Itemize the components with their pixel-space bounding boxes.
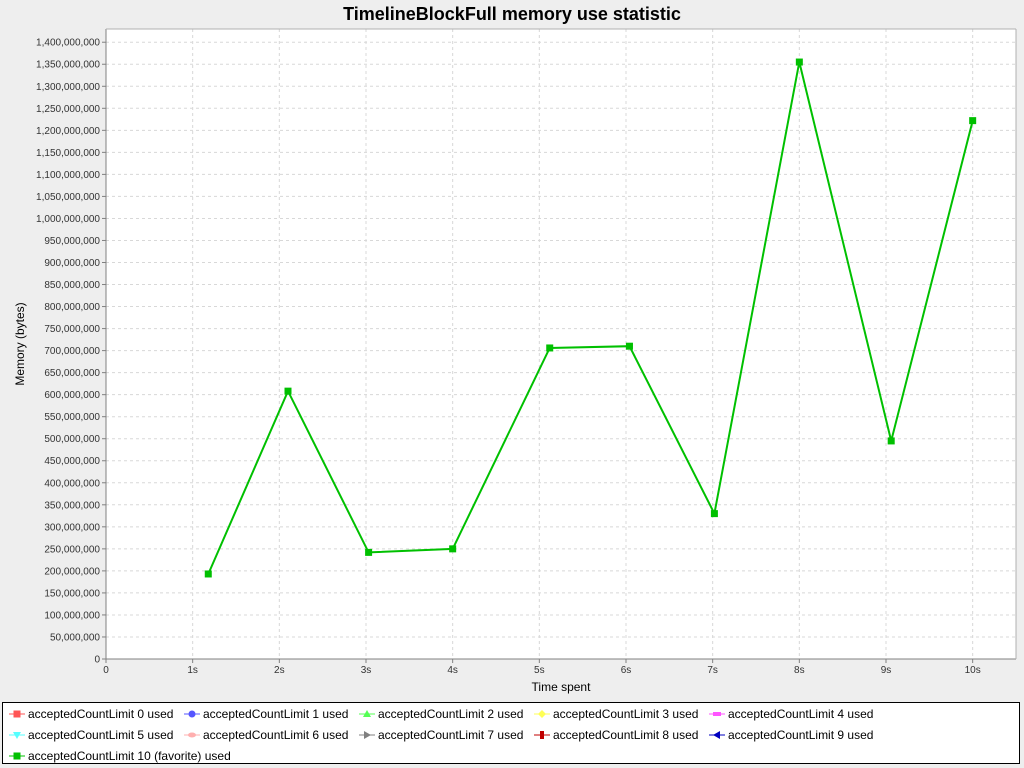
y-tick-label: 0 xyxy=(94,655,100,666)
y-tick-label: 1,000,000,000 xyxy=(36,214,100,225)
y-tick-label: 300,000,000 xyxy=(44,522,100,533)
data-point xyxy=(449,545,457,553)
y-tick-label: 100,000,000 xyxy=(44,610,100,621)
y-tick-label: 1,350,000,000 xyxy=(36,60,100,71)
legend-label: acceptedCountLimit 7 used xyxy=(378,728,524,742)
data-point xyxy=(795,58,803,66)
data-point xyxy=(204,570,212,578)
x-tick-label: 7s xyxy=(707,665,718,676)
y-tick-label: 250,000,000 xyxy=(44,544,100,555)
x-tick-label: 2s xyxy=(274,665,285,676)
data-point xyxy=(546,344,554,352)
y-tick-label: 500,000,000 xyxy=(44,434,100,445)
legend-label: acceptedCountLimit 5 used xyxy=(28,728,174,742)
y-axis-label: Memory (bytes) xyxy=(13,302,27,385)
legend-label: acceptedCountLimit 9 used xyxy=(728,728,874,742)
y-tick-label: 150,000,000 xyxy=(44,588,100,599)
legend-marker-icon xyxy=(359,731,375,739)
x-tick-label: 5s xyxy=(534,665,545,676)
y-tick-label: 350,000,000 xyxy=(44,500,100,511)
data-point xyxy=(284,387,292,395)
legend-label: acceptedCountLimit 10 (favorite) used xyxy=(28,749,231,763)
x-tick-label: 0 xyxy=(103,665,109,676)
legend-marker-icon xyxy=(184,710,200,718)
legend-marker-icon xyxy=(534,710,550,718)
y-tick-label: 600,000,000 xyxy=(44,390,100,401)
y-tick-label: 1,100,000,000 xyxy=(36,170,100,181)
y-tick-label: 50,000,000 xyxy=(50,632,100,643)
data-point xyxy=(710,510,718,518)
legend-label: acceptedCountLimit 0 used xyxy=(28,707,174,721)
axes: 0 50,000,000 100,000,000 150,000,000 200,000… xyxy=(36,28,1017,676)
legend-label: acceptedCountLimit 6 used xyxy=(203,728,349,742)
data-point xyxy=(365,548,373,556)
legend-label: acceptedCountLimit 3 used xyxy=(553,707,699,721)
chart-title: TimelineBlockFull memory use statistic xyxy=(343,4,681,24)
y-tick-label: 950,000,000 xyxy=(44,236,100,247)
legend-marker-icon xyxy=(9,752,25,760)
legend-marker-icon xyxy=(534,731,550,739)
y-tick-label: 900,000,000 xyxy=(44,258,100,269)
y-tick-label: 1,050,000,000 xyxy=(36,192,100,203)
legend: acceptedCountLimit 0 used acceptedCountLi… xyxy=(2,702,1020,764)
x-tick-label: 6s xyxy=(621,665,632,676)
line-chart: 0 50,000,000 100,000,000 150,000,000 200,000… xyxy=(13,28,1017,694)
legend-label: acceptedCountLimit 8 used xyxy=(553,728,699,742)
x-tick-label: 3s xyxy=(361,665,372,676)
y-tick-label: 1,150,000,000 xyxy=(36,148,100,159)
y-tick-label: 650,000,000 xyxy=(44,368,100,379)
legend-marker-icon xyxy=(359,710,375,717)
y-tick-label: 1,250,000,000 xyxy=(36,104,100,115)
y-tick-label: 400,000,000 xyxy=(44,478,100,489)
legend-marker-icon xyxy=(184,732,200,738)
y-tick-label: 1,400,000,000 xyxy=(36,38,100,49)
legend-marker-icon xyxy=(709,731,725,739)
legend-label: acceptedCountLimit 4 used xyxy=(728,707,874,721)
y-tick-label: 200,000,000 xyxy=(44,566,100,577)
legend-marker-icon xyxy=(9,732,25,739)
y-tick-label: 750,000,000 xyxy=(44,324,100,335)
legend-label: acceptedCountLimit 2 used xyxy=(378,707,524,721)
legend-marker-icon xyxy=(709,712,725,716)
x-tick-label: 9s xyxy=(881,665,892,676)
x-axis-label: Time spent xyxy=(532,680,592,694)
y-tick-label: 1,200,000,000 xyxy=(36,126,100,137)
data-point xyxy=(625,342,633,350)
x-tick-label: 10s xyxy=(965,665,981,676)
data-point xyxy=(887,437,895,445)
plot-area xyxy=(106,29,1016,659)
data-point xyxy=(969,117,977,125)
y-tick-label: 1,300,000,000 xyxy=(36,82,100,93)
x-tick-label: 4s xyxy=(447,665,458,676)
legend-marker-icon xyxy=(9,710,25,718)
y-tick-label: 700,000,000 xyxy=(44,346,100,357)
x-tick-label: 8s xyxy=(794,665,805,676)
y-tick-label: 550,000,000 xyxy=(44,412,100,423)
series-lines xyxy=(204,58,977,578)
y-tick-label: 450,000,000 xyxy=(44,456,100,467)
legend-label: acceptedCountLimit 1 used xyxy=(203,707,349,721)
x-tick-label: 1s xyxy=(187,665,198,676)
y-tick-label: 800,000,000 xyxy=(44,302,100,313)
grid-lines xyxy=(106,29,1016,659)
series-line xyxy=(207,61,974,575)
y-tick-label: 850,000,000 xyxy=(44,280,100,291)
